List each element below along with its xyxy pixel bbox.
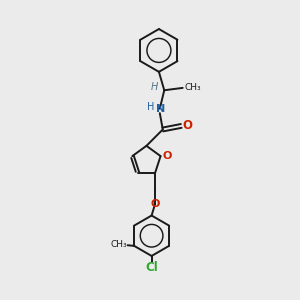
Text: CH₃: CH₃	[184, 83, 201, 92]
Text: O: O	[182, 119, 192, 132]
Text: N: N	[156, 104, 166, 114]
Text: O: O	[162, 151, 172, 160]
Text: Cl: Cl	[145, 261, 158, 274]
Text: H: H	[147, 103, 155, 112]
Text: CH₃: CH₃	[111, 240, 128, 249]
Text: H: H	[151, 82, 158, 92]
Text: O: O	[151, 199, 160, 209]
